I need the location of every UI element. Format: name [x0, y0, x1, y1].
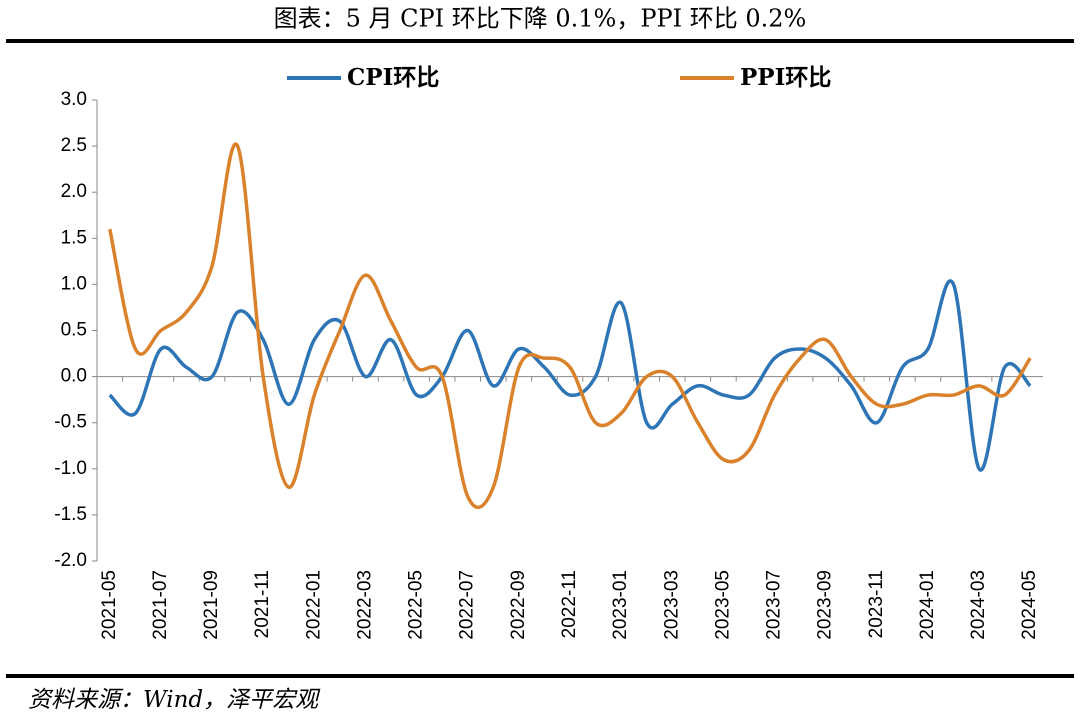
- y-tick-label: 2.5: [61, 135, 87, 156]
- x-tick-label: 2023-09: [815, 570, 836, 640]
- x-tick-label: 2022-11: [559, 570, 580, 638]
- x-tick-label: 2021-11: [252, 570, 273, 638]
- x-tick-label: 2021-05: [99, 570, 120, 640]
- y-tick-label: -0.5: [54, 412, 87, 433]
- x-tick-label: 2023-11: [866, 570, 887, 638]
- x-tick-label: 2022-01: [303, 570, 324, 640]
- y-tick-label: 3.0: [61, 89, 87, 110]
- source-note: 资料来源：Wind，泽平宏观: [28, 687, 321, 713]
- x-tick-label: 2022-07: [457, 570, 478, 640]
- chart-title: 图表：5 月 CPI 环比下降 0.1%，PPI 环比 0.2%: [274, 5, 807, 33]
- x-tick-label: 2023-03: [661, 570, 682, 640]
- x-tick-label: 2022-05: [406, 570, 427, 640]
- x-tick-label: 2023-01: [610, 570, 631, 640]
- x-tick-label: 2022-03: [354, 570, 375, 640]
- legend-label: CPI环比: [347, 64, 439, 91]
- x-tick-label: 2021-07: [150, 570, 171, 640]
- y-tick-label: -1.5: [54, 504, 87, 525]
- x-tick-label: 2021-09: [201, 570, 222, 640]
- y-tick-label: -1.0: [54, 458, 87, 479]
- footer-rule: [6, 674, 1074, 678]
- y-tick-label: 0.0: [61, 366, 87, 387]
- x-tick-label: 2024-05: [1019, 570, 1040, 640]
- y-tick-label: 1.0: [61, 273, 87, 294]
- y-tick-label: 0.5: [61, 320, 87, 341]
- series-line: [108, 279, 1032, 472]
- x-tick-label: 2022-09: [508, 570, 529, 640]
- x-tick-label: 2024-03: [968, 570, 989, 640]
- y-tick-label: 2.0: [61, 181, 87, 202]
- x-tick-label: 2023-05: [712, 570, 733, 640]
- title-rule: [6, 39, 1074, 43]
- series-line: [108, 142, 1032, 510]
- y-tick-label: 1.5: [61, 227, 87, 248]
- y-tick-label: -2.0: [54, 550, 87, 571]
- x-tick-label: 2024-01: [917, 570, 938, 640]
- x-tick-label: 2023-07: [764, 570, 785, 640]
- legend-label: PPI环比: [740, 64, 831, 91]
